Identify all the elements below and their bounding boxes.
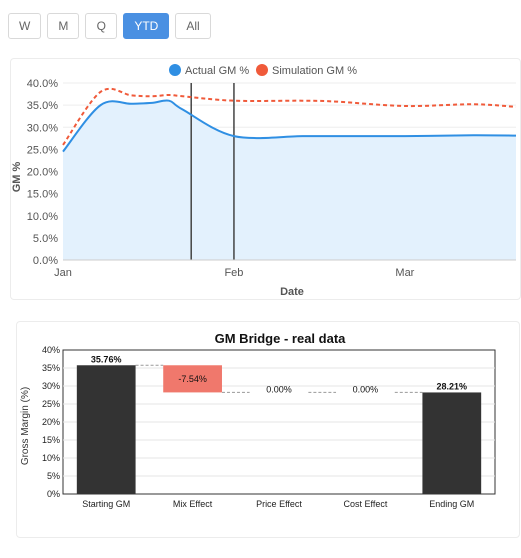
legend-actual-label[interactable]: Actual GM % — [185, 65, 249, 77]
y-axis-title: Gross Margin (%) — [20, 387, 31, 465]
x-tick-label: Mix Effect — [173, 499, 213, 509]
actual-gm-line — [62, 99, 517, 153]
y-tick-label: 35.0% — [27, 100, 58, 112]
y-tick-label: 25.0% — [27, 144, 58, 156]
y-tick-label: 25% — [42, 399, 60, 409]
bridge-data-labels: 35.76% -7.54% 0.00% 0.00% 28.21% — [91, 354, 467, 394]
gm-line-chart-card: Actual GM % Simulation GM % 0.0% 5.0% 10.0… — [10, 58, 521, 300]
tab-all[interactable]: All — [175, 13, 211, 39]
tab-q[interactable]: Q — [85, 13, 118, 39]
period-tabs: W M Q YTD All — [8, 13, 211, 39]
gm-line-chart: Actual GM % Simulation GM % 0.0% 5.0% 10.0… — [11, 64, 517, 298]
y-tick-label: 10% — [42, 453, 60, 463]
y-tick-label: 10.0% — [27, 211, 58, 223]
simulation-gm-line — [62, 87, 517, 146]
bridge-data-label: 28.21% — [437, 381, 468, 391]
x-tick-label: Ending GM — [429, 499, 474, 509]
y-tick-label: 20.0% — [27, 167, 58, 179]
y-tick-label: 15% — [42, 435, 60, 445]
y-tick-label: 0.0% — [33, 255, 58, 267]
y-tick-label: 0% — [47, 489, 60, 499]
y-tick-label: 30% — [42, 381, 60, 391]
bridge-data-label: 35.76% — [91, 354, 122, 364]
bridge-bar-ending-gm — [422, 392, 482, 494]
x-tick-labels: Jan Feb Mar — [54, 267, 415, 279]
bridge-title: GM Bridge - real data — [215, 331, 347, 346]
gm-bridge-chart: GM Bridge - real data 0% 5% 10% 15% 20% 25% 30… — [20, 331, 496, 509]
tab-w[interactable]: W — [8, 13, 42, 39]
x-axis-title: Date — [280, 286, 304, 298]
tab-ytd[interactable]: YTD — [123, 13, 170, 39]
legend-actual-swatch[interactable] — [169, 64, 181, 76]
bridge-bar-starting-gm — [76, 365, 136, 494]
gm-bridge-chart-card: GM Bridge - real data 0% 5% 10% 15% 20% 25% 30… — [16, 321, 520, 538]
bridge-bar-mix-effect — [163, 365, 222, 393]
x-tick-labels: Starting GM Mix Effect Price Effect Cost Ef… — [82, 499, 474, 509]
x-tick-label: Mar — [395, 267, 414, 279]
y-tick-label: 5% — [47, 471, 60, 481]
x-tick-label: Starting GM — [82, 499, 130, 509]
x-tick-label: Cost Effect — [343, 499, 387, 509]
x-tick-label: Feb — [224, 267, 243, 279]
legend-simulation-label[interactable]: Simulation GM % — [272, 65, 357, 77]
y-tick-label: 5.0% — [33, 233, 58, 245]
bridge-bars — [76, 365, 482, 494]
actual-area — [63, 100, 516, 260]
y-axis-title: GM % — [11, 162, 23, 193]
y-tick-labels: 0.0% 5.0% 10.0% 15.0% 20.0% 25.0% 30.0% 35.0% 40… — [27, 78, 58, 267]
x-tick-label: Price Effect — [256, 499, 302, 509]
bridge-data-label: -7.54% — [178, 374, 207, 384]
y-tick-label: 40% — [42, 345, 60, 355]
bridge-data-label: 0.00% — [266, 384, 292, 394]
bridge-data-label: 0.00% — [353, 384, 379, 394]
y-tick-label: 40.0% — [27, 78, 58, 90]
y-tick-label: 20% — [42, 417, 60, 427]
legend: Actual GM % Simulation GM % — [169, 64, 357, 77]
x-tick-label: Jan — [54, 267, 72, 279]
y-tick-label: 35% — [42, 363, 60, 373]
tab-m[interactable]: M — [47, 13, 80, 39]
y-tick-label: 30.0% — [27, 122, 58, 134]
y-tick-label: 15.0% — [27, 189, 58, 201]
legend-simulation-swatch[interactable] — [256, 64, 268, 76]
y-tick-labels: 0% 5% 10% 15% 20% 25% 30% 35% 40% — [42, 345, 60, 499]
